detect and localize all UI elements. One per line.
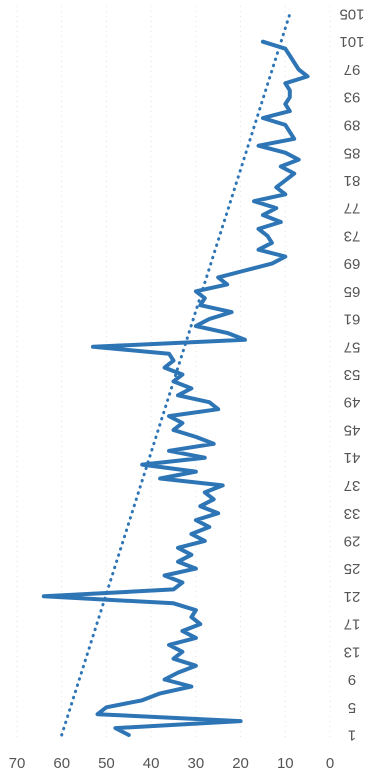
y-tick-label: 60 [53,755,70,772]
x-tick-label: 77 [344,200,361,217]
x-tick-label: 89 [344,116,361,133]
x-tick-label: 41 [344,449,361,466]
x-tick-label: 73 [344,227,361,244]
series-line [41,39,310,737]
y-axis-tick-labels: 0 10 20 30 40 50 60 70 [9,755,335,772]
series-layer [41,12,310,737]
x-tick-label: 93 [344,89,361,106]
x-tick-label: 5 [348,699,356,716]
y-tick-label: 10 [277,755,294,772]
x-tick-label: 53 [344,366,361,383]
x-tick-label: 21 [344,588,361,605]
x-tick-label: 81 [344,172,361,189]
x-tick-label: 1 [348,727,356,744]
y-tick-label: 40 [143,755,160,772]
x-tick-label: 105 [339,6,364,23]
y-tick-label: 70 [9,755,26,772]
y-tick-label: 0 [326,755,334,772]
x-tick-label: 45 [344,422,361,439]
x-tick-label: 13 [344,643,361,660]
x-tick-label: 17 [344,616,361,633]
trendline [60,12,292,737]
x-tick-label: 37 [344,477,361,494]
y-tick-label: 50 [98,755,115,772]
x-tick-label: 49 [344,394,361,411]
x-tick-label: 57 [344,338,361,355]
x-tick-label: 9 [348,671,356,688]
x-tick-label: 65 [344,283,361,300]
x-tick-label: 33 [344,505,361,522]
x-tick-label: 69 [344,255,361,272]
y-tick-label: 30 [188,755,205,772]
y-tick-label: 20 [232,755,249,772]
x-tick-label: 85 [344,144,361,161]
x-tick-label: 25 [344,560,361,577]
x-tick-label: 97 [344,61,361,78]
x-tick-label: 29 [344,532,361,549]
x-tick-label: 101 [339,33,364,50]
x-tick-label: 61 [344,310,361,327]
x-axis-tick-labels: 1 5 9 13 17 21 25 29 33 37 41 45 49 53 57 61 65 69 73 77 81 8… [339,6,364,744]
